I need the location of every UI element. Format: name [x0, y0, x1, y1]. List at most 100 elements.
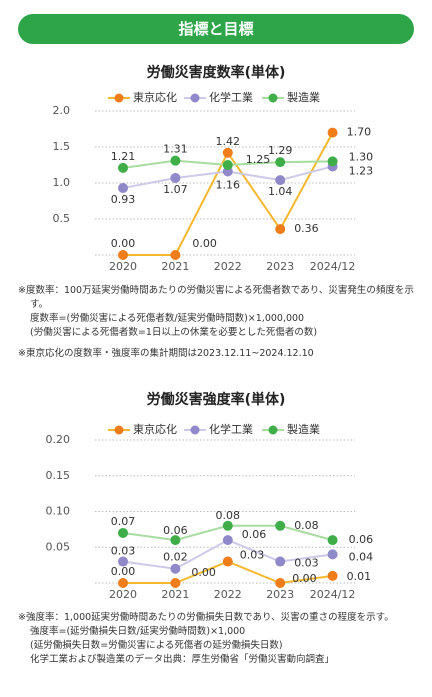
data-point	[275, 175, 286, 186]
data-label: 1.30	[349, 150, 374, 163]
legend-label: 製造業	[287, 422, 320, 436]
legend-marker	[268, 425, 278, 435]
note: 強度率=(延労働損失日数/延実労働時間数)×1,000	[30, 626, 246, 637]
data-point	[222, 535, 233, 546]
legend-marker	[114, 425, 124, 435]
data-label: 0.93	[111, 193, 136, 206]
data-label: 0.03	[294, 557, 319, 570]
data-point	[118, 578, 128, 588]
data-label: 1.31	[163, 143, 188, 156]
y-tick-label: 0.20	[46, 433, 71, 446]
data-point	[222, 556, 233, 567]
data-point	[170, 563, 181, 574]
data-point	[327, 535, 338, 546]
data-point	[118, 183, 128, 194]
data-point	[118, 162, 128, 173]
data-point	[327, 570, 338, 581]
legend-marker	[114, 93, 124, 103]
x-tick-label: 2024/12	[310, 588, 356, 601]
legend-label: 化学工業	[209, 422, 253, 436]
x-tick-label: 2020	[109, 588, 137, 601]
data-label: 1.70	[347, 126, 372, 139]
data-label: 0.00	[111, 565, 136, 578]
data-label: 1.23	[349, 164, 374, 177]
data-label: 0.06	[349, 533, 374, 546]
data-label: 0.07	[111, 515, 136, 528]
data-point	[170, 535, 181, 546]
note: ※東京応化の度数率・強度率の集計期間は2023.12.11~2024.12.10	[18, 348, 314, 359]
data-point	[170, 578, 181, 588]
note: ※度数率：100万延実労働時間あたりの労働災害による死傷者数であり、災害発生の頻…	[18, 285, 414, 310]
data-point	[170, 172, 181, 183]
data-label: 0.03	[240, 549, 264, 562]
chart-title: 労働災害強度率(単体)	[147, 391, 286, 408]
data-label: 1.42	[216, 135, 241, 148]
legend-label: 東京応化	[133, 422, 177, 436]
note: (延労働損失日数=労働災害による死傷者の延労働損失日数)	[30, 640, 283, 651]
data-point	[118, 527, 128, 538]
data-label: 1.25	[246, 153, 270, 166]
data-label: 1.29	[268, 144, 293, 157]
data-label: 0.08	[294, 519, 319, 532]
note: ※強度率：1,000延実労働時間あたりの労働損失日数であり、災害の重さの程度を示…	[18, 612, 394, 623]
data-point	[327, 549, 338, 560]
notes: ※強度率：1,000延実労働時間あたりの労働損失日数であり、災害の重さの程度を示…	[18, 611, 418, 667]
legend-marker	[190, 93, 200, 103]
y-tick-label: 0.05	[46, 540, 71, 553]
x-tick-label: 2021	[161, 260, 189, 273]
legend-label: 化学工業	[209, 90, 253, 104]
data-label: 1.21	[111, 150, 136, 163]
data-point	[275, 556, 286, 567]
x-tick-label: 2024/12	[310, 260, 356, 273]
data-point	[170, 155, 181, 166]
data-label: 0.06	[163, 524, 188, 537]
data-point	[275, 157, 286, 168]
data-point	[222, 147, 233, 158]
y-tick-label: 1.5	[53, 140, 71, 153]
y-tick-label: 0.5	[53, 212, 71, 225]
x-tick-label: 2022	[214, 260, 242, 273]
data-label: 1.16	[216, 178, 241, 191]
data-label: 0.00	[191, 566, 216, 579]
x-tick-label: 2020	[109, 260, 137, 273]
x-tick-label: 2021	[161, 588, 189, 601]
note: 化学工業および製造業のデータ出典：厚生労働省「労働災害動向調査」	[30, 654, 335, 665]
legend-marker	[268, 93, 278, 103]
section-header: 指標と目標	[18, 14, 414, 44]
data-point	[222, 520, 233, 531]
x-tick-label: 2023	[266, 260, 294, 273]
data-point	[275, 578, 286, 588]
data-label: 1.04	[268, 185, 293, 198]
y-tick-label: 0.15	[46, 469, 71, 482]
note: 度数率=(労働災害による死傷者数/延実労働時間数)×1,000,000	[30, 313, 305, 324]
notes: ※度数率：100万延実労働時間あたりの労働災害による死傷者数であり、災害発生の頻…	[18, 284, 418, 361]
data-label: 0.36	[294, 222, 319, 235]
data-label: 0.03	[111, 545, 136, 558]
y-tick-label: 1.0	[53, 176, 71, 189]
data-point	[275, 520, 286, 531]
data-label: 0.00	[292, 572, 317, 585]
note: (労働災害による死傷者数=1日以上の休業を必要とした死傷者の数)	[30, 327, 318, 338]
data-point	[327, 127, 338, 138]
chart-title: 労働災害度数率(単体)	[147, 64, 286, 81]
data-label: 0.02	[163, 551, 188, 564]
x-tick-label: 2022	[214, 588, 242, 601]
data-point	[327, 156, 338, 167]
data-point	[170, 250, 181, 260]
data-label: 1.07	[163, 183, 188, 196]
legend-marker	[190, 425, 200, 435]
legend-label: 東京応化	[133, 90, 177, 104]
y-tick-label: 0.10	[46, 505, 71, 518]
data-label: 0.01	[347, 570, 372, 583]
data-point	[118, 556, 128, 567]
data-label: 0.08	[216, 509, 241, 522]
data-point	[275, 224, 286, 235]
data-label: 0.00	[111, 237, 136, 250]
x-tick-label: 2023	[266, 588, 294, 601]
data-point	[222, 160, 233, 170]
legend-label: 製造業	[287, 90, 320, 104]
data-label: 0.00	[192, 237, 217, 250]
data-label: 0.06	[242, 528, 266, 541]
